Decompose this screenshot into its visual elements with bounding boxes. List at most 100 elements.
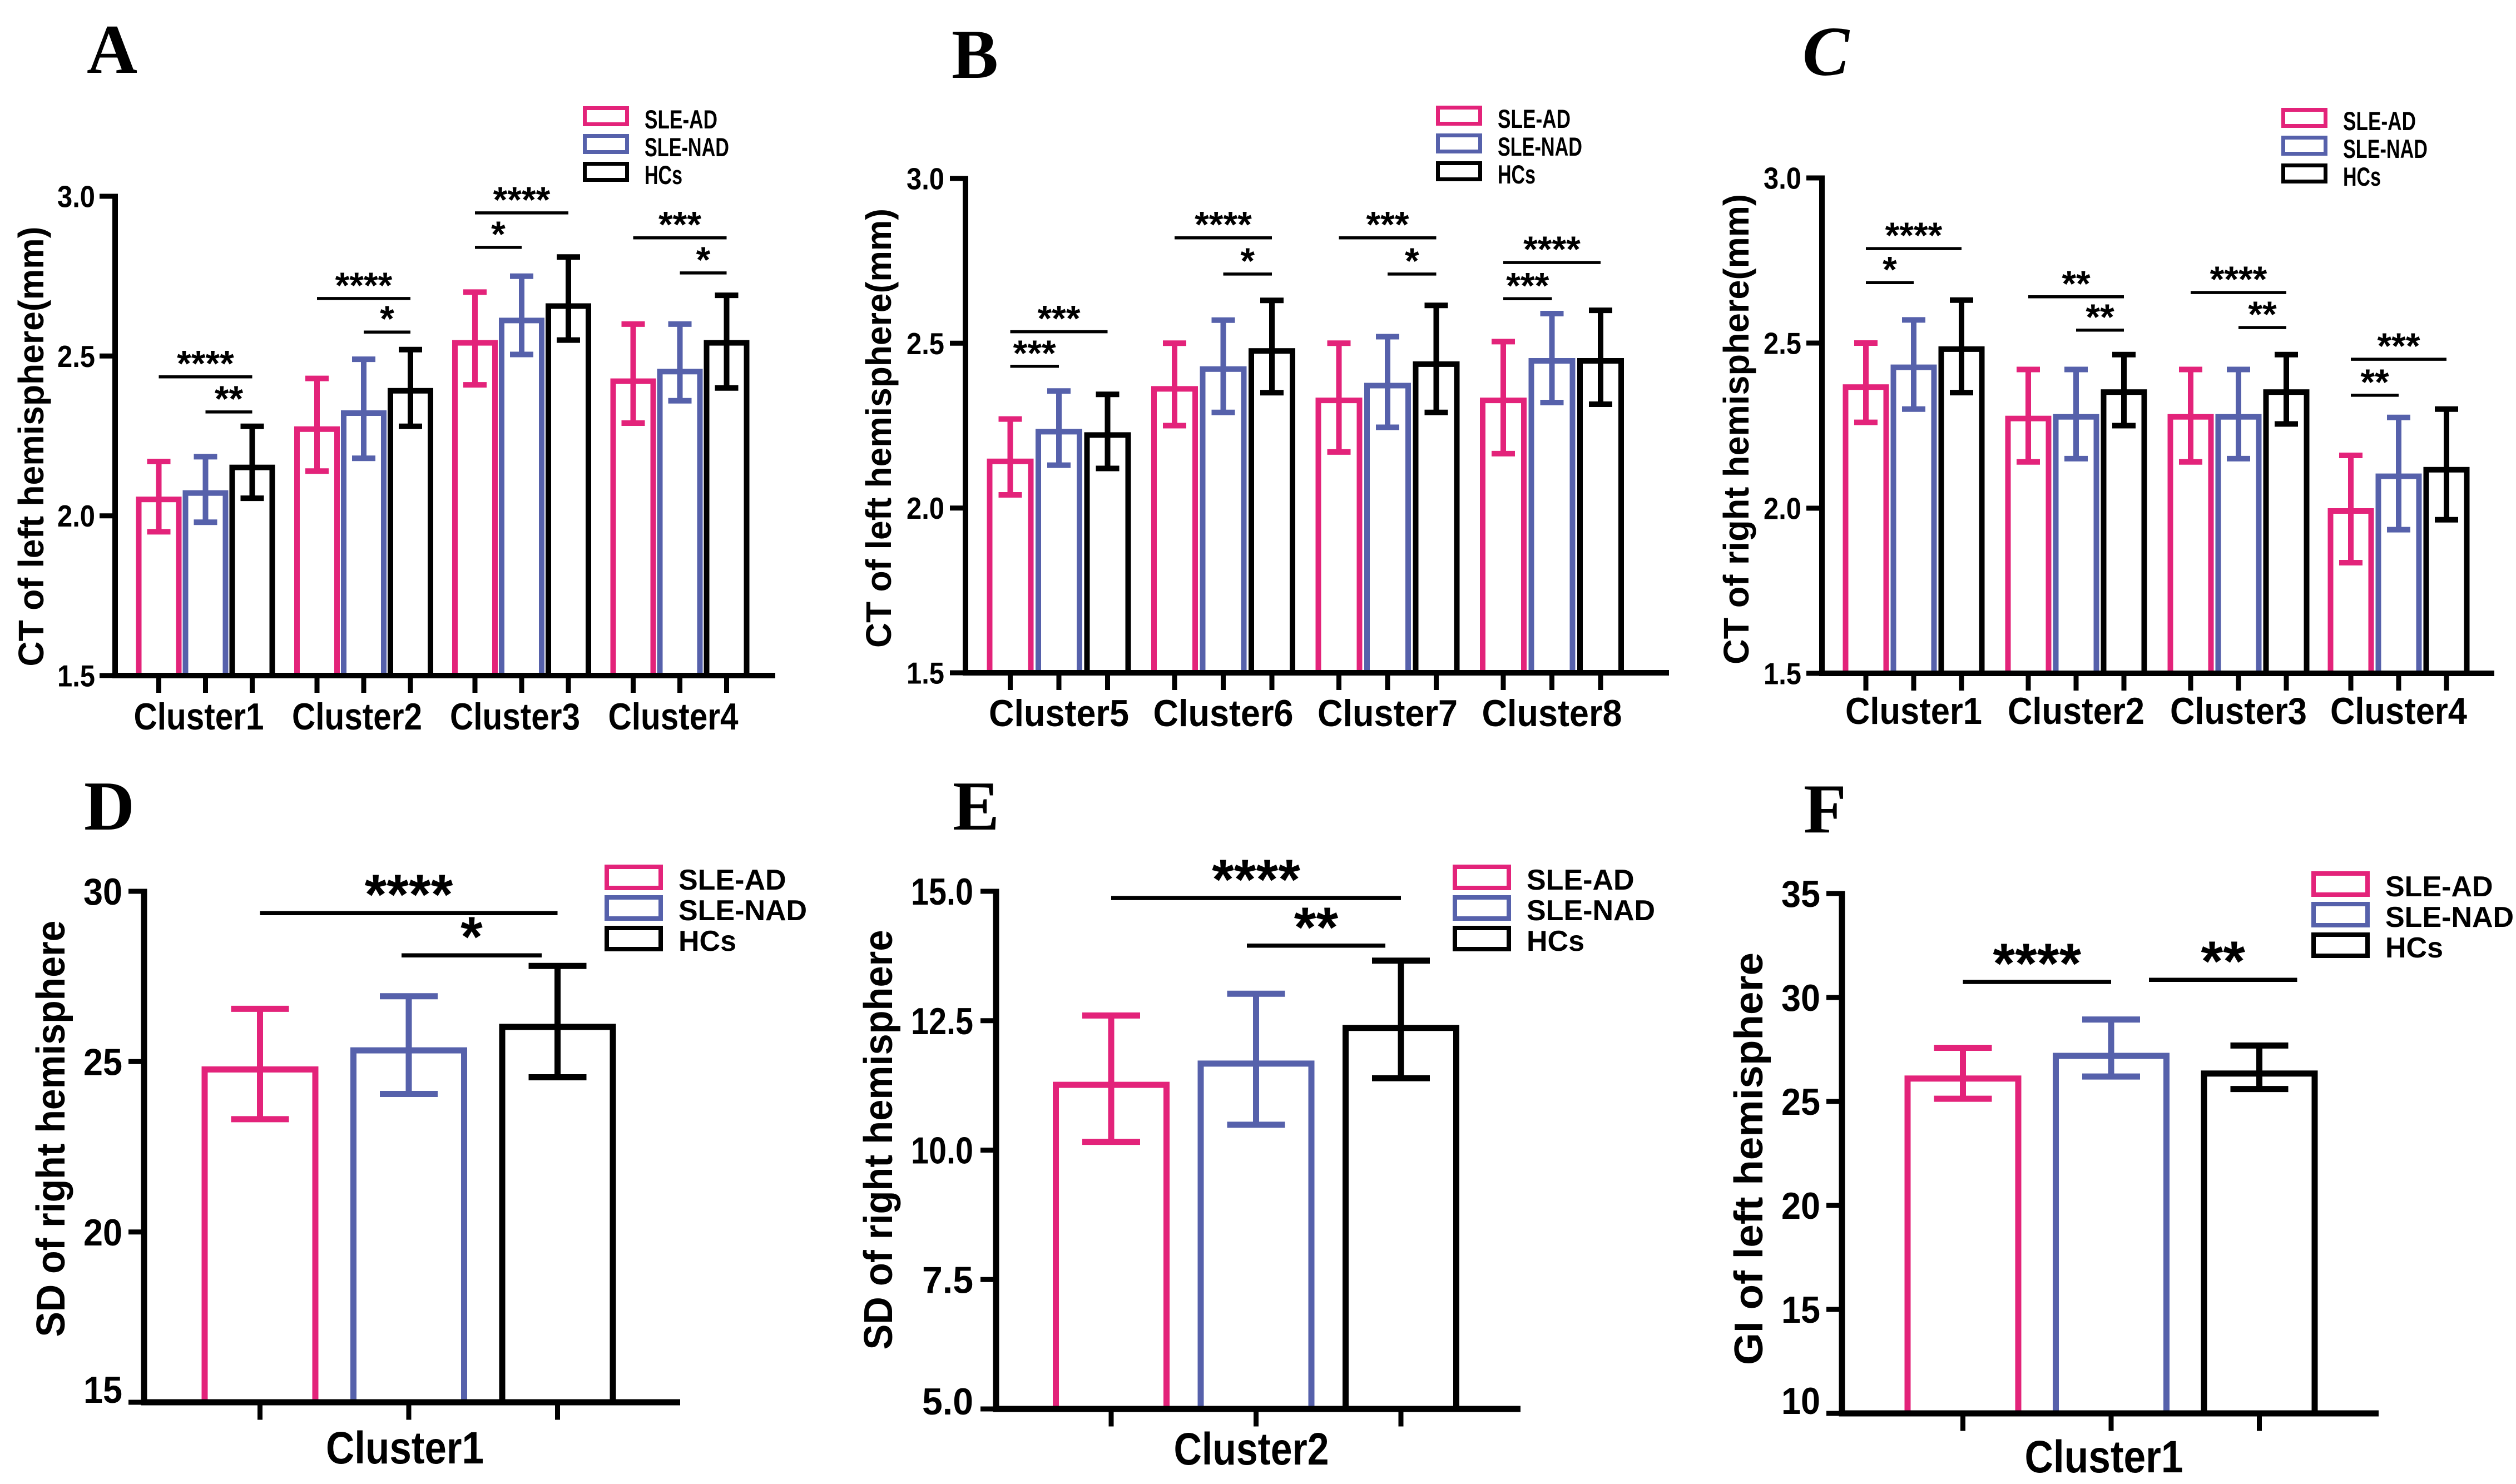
svg-text:Cluster1: Cluster1 [2025,1432,2183,1482]
svg-text:12.5: 12.5 [911,1000,973,1043]
svg-text:****: **** [493,179,551,220]
svg-text:25: 25 [83,1041,122,1084]
svg-text:*: * [1240,240,1255,281]
svg-text:20: 20 [1781,1185,1820,1227]
svg-text:SLE-AD: SLE-AD [2343,106,2416,136]
svg-text:Cluster4: Cluster4 [608,696,739,738]
svg-text:C: C [1802,13,1850,91]
svg-text:2.5: 2.5 [57,339,95,374]
svg-text:2.0: 2.0 [907,491,944,525]
svg-text:GI of left hemisphere: GI of left hemisphere [1727,952,1771,1365]
svg-text:1.5: 1.5 [907,656,944,691]
svg-text:Cluster3: Cluster3 [2170,690,2307,732]
svg-text:Cluster2: Cluster2 [2008,690,2144,732]
svg-text:*: * [1883,249,1897,290]
svg-text:B: B [952,16,998,93]
svg-text:****: **** [1195,204,1252,245]
svg-text:A: A [87,11,137,88]
svg-text:*: * [1405,240,1419,281]
svg-text:SLE-AD: SLE-AD [2385,871,2493,903]
svg-text:****: **** [335,265,393,306]
svg-text:2.0: 2.0 [1764,492,1801,526]
svg-text:Cluster5: Cluster5 [989,692,1129,734]
svg-text:*: * [491,214,506,255]
svg-text:****: **** [2210,259,2267,300]
svg-text:Cluster2: Cluster2 [292,696,422,738]
svg-text:*: * [696,239,711,280]
svg-text:**: ** [215,378,244,419]
svg-text:25: 25 [1781,1081,1820,1123]
svg-text:HCs: HCs [645,160,682,190]
svg-text:HCs: HCs [1498,160,1536,189]
svg-text:D: D [84,768,135,845]
svg-text:5.0: 5.0 [922,1381,973,1423]
svg-text:SLE-NAD: SLE-NAD [1498,132,1582,161]
svg-text:***: *** [2377,325,2420,366]
svg-text:***: *** [1506,265,1549,306]
svg-text:E: E [953,768,999,845]
svg-text:SLE-NAD: SLE-NAD [2343,134,2428,163]
svg-text:2.0: 2.0 [57,499,95,533]
svg-text:2.5: 2.5 [1764,326,1801,361]
svg-text:1.5: 1.5 [1764,657,1801,691]
svg-text:15: 15 [1781,1289,1820,1331]
svg-text:20: 20 [83,1212,122,1254]
svg-text:3.0: 3.0 [1764,161,1801,196]
svg-text:7.5: 7.5 [922,1259,973,1301]
svg-text:CT of left hemisphere(mm): CT of left hemisphere(mm) [859,209,899,648]
svg-text:10.0: 10.0 [911,1130,973,1172]
svg-text:Cluster1: Cluster1 [1845,690,1982,732]
svg-text:Cluster1: Cluster1 [326,1423,484,1473]
svg-text:***: *** [1366,204,1409,245]
svg-text:SLE-AD: SLE-AD [1498,104,1571,133]
svg-text:30: 30 [1781,977,1820,1019]
svg-text:Cluster2: Cluster2 [1174,1424,1329,1475]
svg-text:SLE-AD: SLE-AD [1527,864,1635,896]
svg-text:****: **** [365,863,453,926]
svg-text:***: *** [658,204,701,245]
svg-text:**: ** [1294,896,1339,959]
svg-text:****: **** [177,343,234,384]
svg-text:15: 15 [83,1369,122,1411]
svg-text:HCs: HCs [1527,925,1584,957]
svg-text:**: ** [2248,294,2277,335]
svg-text:1.5: 1.5 [57,659,95,693]
svg-text:SLE-AD: SLE-AD [678,864,786,896]
svg-text:*: * [460,905,483,969]
svg-text:HCs: HCs [2385,932,2443,964]
svg-text:SD of right hemisphere: SD of right hemisphere [856,930,901,1350]
svg-text:SLE-NAD: SLE-NAD [678,895,807,927]
svg-text:SLE-NAD: SLE-NAD [2385,901,2514,934]
svg-text:Cluster7: Cluster7 [1318,692,1458,734]
svg-text:10: 10 [1781,1380,1820,1422]
svg-text:*: * [380,298,394,339]
svg-text:SLE-NAD: SLE-NAD [1527,895,1655,927]
svg-text:CT of left hemisphere(mm): CT of left hemisphere(mm) [11,227,51,667]
svg-text:HCs: HCs [2343,162,2381,191]
svg-text:Cluster6: Cluster6 [1153,692,1294,734]
svg-text:3.0: 3.0 [57,180,95,214]
svg-text:**: ** [2062,263,2091,304]
svg-text:SD of right hemisphere: SD of right hemisphere [29,921,73,1337]
svg-text:****: **** [1885,215,1943,256]
svg-text:F: F [1804,771,1846,848]
svg-text:Cluster8: Cluster8 [1482,692,1622,734]
svg-text:**: ** [2360,361,2389,403]
svg-text:***: *** [1013,332,1056,374]
svg-text:30: 30 [83,871,122,913]
svg-text:CT of right hemisphere(mm): CT of right hemisphere(mm) [1716,194,1756,664]
svg-text:**: ** [2086,296,2114,338]
svg-text:***: *** [1037,298,1080,339]
svg-text:****: **** [1523,229,1581,270]
svg-text:35: 35 [1781,873,1820,915]
svg-text:****: **** [1993,932,2081,995]
svg-text:Cluster3: Cluster3 [450,696,580,738]
svg-text:2.5: 2.5 [907,326,944,361]
svg-text:15.0: 15.0 [911,871,973,913]
svg-text:3.0: 3.0 [907,162,944,196]
svg-text:****: **** [1212,848,1300,911]
svg-text:SLE-NAD: SLE-NAD [645,132,729,162]
svg-text:HCs: HCs [678,925,736,957]
svg-text:Cluster1: Cluster1 [134,696,264,738]
svg-text:SLE-AD: SLE-AD [645,105,717,134]
